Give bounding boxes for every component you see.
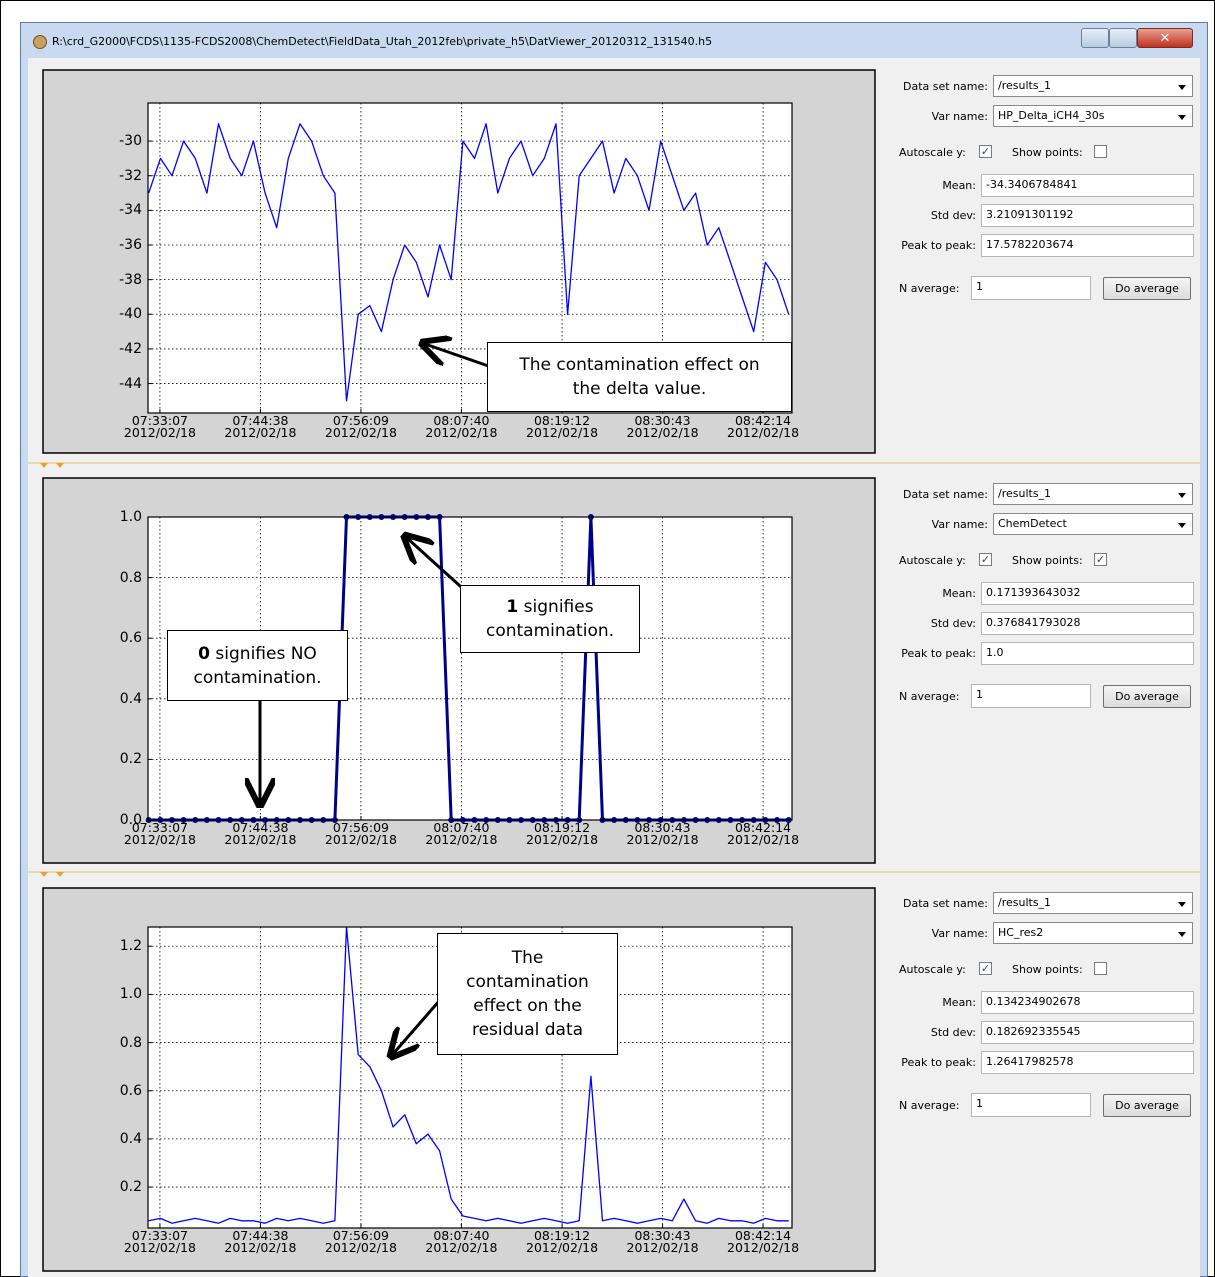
annotation-arrow (393, 999, 442, 1054)
maximize-button[interactable] (1109, 28, 1137, 48)
plot-area (148, 517, 792, 820)
close-button[interactable]: ✕ (1137, 28, 1193, 48)
plot-border (147, 926, 793, 1229)
plot-area (148, 927, 792, 1228)
data-line (148, 926, 789, 1224)
app-icon (33, 35, 47, 49)
annotation-arrow (407, 538, 472, 597)
data-line (148, 123, 790, 402)
window-title: R:\crd_G2000\FCDS\1135-FCDS2008\ChemDete… (52, 35, 713, 48)
minimize-button[interactable] (1081, 28, 1109, 48)
splitter[interactable] (28, 462, 1200, 464)
splitter-handle (40, 872, 64, 877)
splitter[interactable] (28, 871, 1200, 873)
plot-area (148, 103, 792, 413)
splitter-handle (40, 463, 64, 468)
plot-border (147, 516, 793, 821)
plot-border (147, 102, 793, 414)
